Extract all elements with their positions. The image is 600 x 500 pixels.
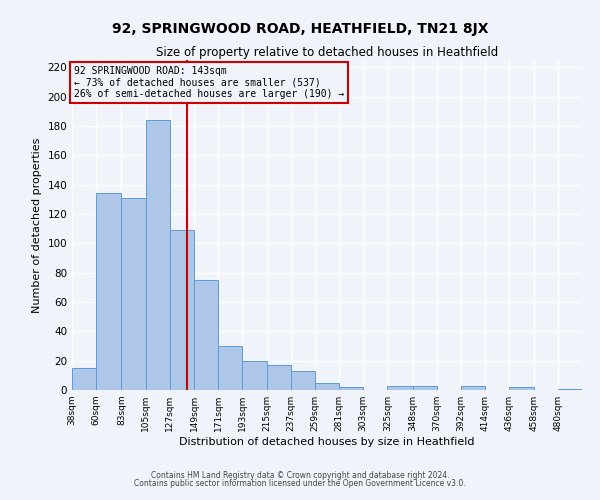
Bar (388, 386, 413, 390)
Bar (72, 368, 96, 390)
Bar (558, 388, 582, 390)
Bar (194, 280, 218, 390)
X-axis label: Distribution of detached houses by size in Heathfield: Distribution of detached houses by size … (179, 437, 475, 447)
Bar (461, 386, 485, 390)
Text: Contains public sector information licensed under the Open Government Licence v3: Contains public sector information licen… (134, 479, 466, 488)
Text: 92 SPRINGWOOD ROAD: 143sqm
← 73% of detached houses are smaller (537)
26% of sem: 92 SPRINGWOOD ROAD: 143sqm ← 73% of deta… (74, 66, 344, 99)
Bar (146, 120, 170, 390)
Bar (266, 365, 291, 390)
Bar (121, 198, 146, 390)
Bar (242, 360, 266, 390)
Text: Contains HM Land Registry data © Crown copyright and database right 2024.: Contains HM Land Registry data © Crown c… (151, 470, 449, 480)
Bar (339, 387, 363, 390)
Bar (96, 194, 121, 390)
Text: 92, SPRINGWOOD ROAD, HEATHFIELD, TN21 8JX: 92, SPRINGWOOD ROAD, HEATHFIELD, TN21 8J… (112, 22, 488, 36)
Bar (218, 346, 242, 390)
Bar (291, 371, 315, 390)
Title: Size of property relative to detached houses in Heathfield: Size of property relative to detached ho… (156, 46, 498, 59)
Bar (315, 382, 339, 390)
Bar (413, 386, 437, 390)
Bar (509, 387, 533, 390)
Bar (170, 230, 194, 390)
Y-axis label: Number of detached properties: Number of detached properties (32, 138, 42, 312)
